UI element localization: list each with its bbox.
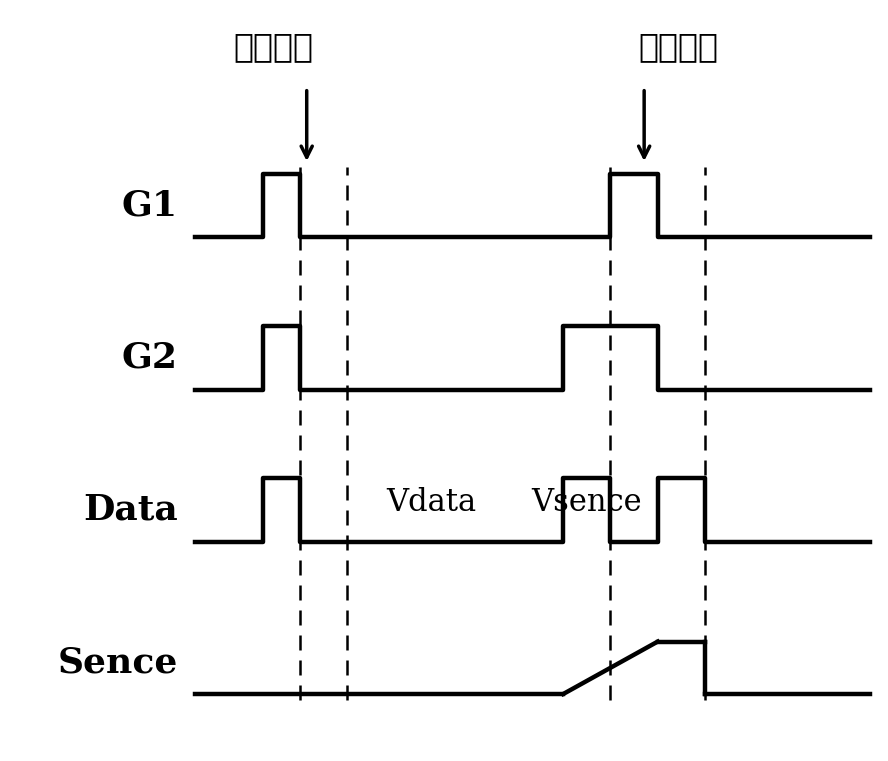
Text: 电流读取: 电流读取: [638, 30, 718, 63]
Text: 数据写入: 数据写入: [233, 30, 313, 63]
Text: Vsence: Vsence: [532, 487, 642, 517]
Text: Sence: Sence: [57, 645, 178, 679]
Text: Vdata: Vdata: [386, 487, 477, 517]
Text: G2: G2: [122, 341, 178, 374]
Text: Data: Data: [83, 493, 178, 527]
Text: G1: G1: [122, 189, 178, 222]
